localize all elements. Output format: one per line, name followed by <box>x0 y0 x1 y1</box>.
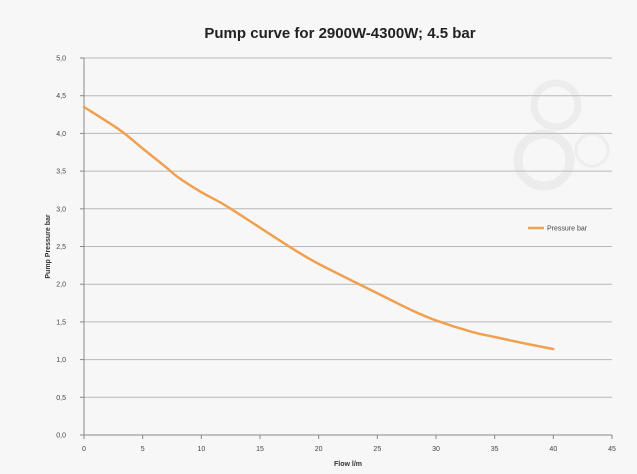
y-tick-label: 1,0 <box>56 357 66 364</box>
axis-layer <box>80 57 613 439</box>
x-tick-label: 15 <box>256 446 264 453</box>
x-tick-label: 0 <box>82 446 86 453</box>
chart-title: Pump curve for 2900W-4300W; 4.5 bar <box>204 25 475 42</box>
y-tick-label: 2,5 <box>56 244 66 251</box>
x-tick-label: 30 <box>432 446 440 453</box>
legend: Pressure bar <box>528 226 588 233</box>
x-tick-label: 20 <box>315 446 323 453</box>
y-axis-title: Pump Pressure bar <box>45 214 52 278</box>
y-tick-label: 4,0 <box>56 131 66 138</box>
tick-layer: 0,0 0,5 1,0 1,5 2,0 2,5 3,0 3,5 4,0 4,5 5,0 0 5 10 15 2… <box>56 56 616 454</box>
x-tick-label: 45 <box>608 446 616 453</box>
y-tick-label: 1,5 <box>56 319 66 326</box>
y-tick-label: 4,5 <box>56 93 66 100</box>
y-tick-label: 3,0 <box>56 206 66 213</box>
y-tick-label: 2,0 <box>56 282 66 289</box>
y-tick-label: 3,5 <box>56 169 66 176</box>
series-line <box>82 105 555 351</box>
y-tick-label: 0,5 <box>56 395 66 402</box>
x-tick-label: 5 <box>141 446 145 453</box>
series-layer <box>82 105 555 351</box>
y-tick-label: 0,0 <box>56 433 66 440</box>
x-tick-label: 10 <box>197 446 205 453</box>
watermark-logo <box>513 79 610 191</box>
x-tick-label: 40 <box>549 446 557 453</box>
x-axis-title: Flow l/m <box>334 461 362 468</box>
x-tick-label: 25 <box>373 446 381 453</box>
y-tick-label: 5,0 <box>56 56 66 63</box>
x-tick-label: 35 <box>491 446 499 453</box>
legend-label: Pressure bar <box>547 226 588 233</box>
